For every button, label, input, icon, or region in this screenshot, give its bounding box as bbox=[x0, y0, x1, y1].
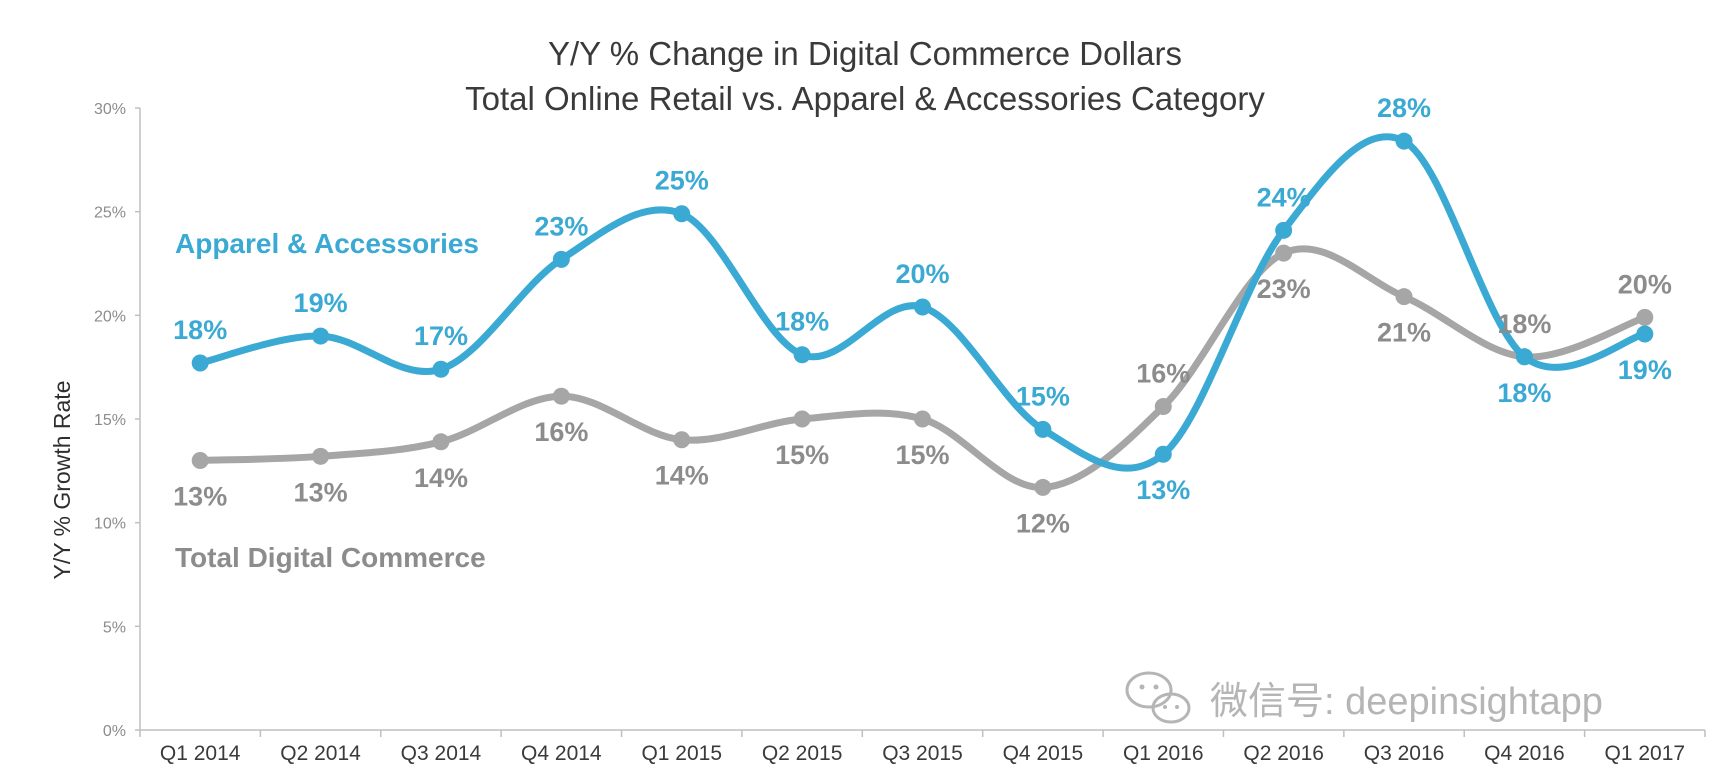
data-label: 18% bbox=[1497, 378, 1551, 408]
data-point bbox=[673, 205, 691, 223]
data-point bbox=[1515, 348, 1533, 366]
data-point bbox=[1636, 308, 1654, 326]
data-point bbox=[1034, 420, 1052, 438]
data-label: 25% bbox=[655, 166, 709, 196]
data-label: 14% bbox=[414, 463, 468, 493]
x-tick-label: Q4 2014 bbox=[521, 742, 602, 765]
data-label: 18% bbox=[173, 315, 227, 345]
data-label: 17% bbox=[414, 321, 468, 351]
data-point bbox=[312, 447, 330, 465]
data-label: 15% bbox=[775, 440, 829, 470]
data-label: 13% bbox=[294, 477, 348, 507]
data-label: 23% bbox=[534, 211, 588, 241]
data-point bbox=[1154, 398, 1172, 416]
y-tick-label: 30% bbox=[94, 101, 126, 118]
x-tick-label: Q4 2016 bbox=[1484, 742, 1565, 765]
y-tick-label: 20% bbox=[94, 308, 126, 325]
data-point bbox=[914, 298, 931, 316]
x-tick-label: Q1 2015 bbox=[641, 742, 722, 765]
data-label: 13% bbox=[173, 481, 227, 511]
y-tick-label: 15% bbox=[94, 412, 126, 429]
data-point bbox=[1395, 288, 1413, 306]
data-point bbox=[552, 250, 570, 268]
data-label: 18% bbox=[1497, 309, 1551, 339]
data-point bbox=[673, 431, 691, 449]
data-point bbox=[1636, 325, 1654, 343]
data-point bbox=[793, 346, 811, 364]
data-label: 16% bbox=[1136, 359, 1190, 389]
data-label: 21% bbox=[1377, 318, 1431, 348]
data-point bbox=[1275, 244, 1293, 262]
y-axis-label: Y/Y % Growth Rate bbox=[49, 381, 75, 580]
data-label: 15% bbox=[895, 440, 949, 470]
x-tick-label: Q2 2014 bbox=[280, 742, 361, 765]
watermark-text: 微信号: deepinsightapp bbox=[1210, 681, 1603, 723]
data-label: 18% bbox=[775, 307, 829, 337]
data-label: 16% bbox=[534, 417, 588, 447]
data-label: 13% bbox=[1136, 475, 1190, 505]
data-label: 23% bbox=[1257, 274, 1311, 304]
data-point bbox=[432, 433, 450, 451]
y-tick-label: 25% bbox=[94, 205, 126, 222]
y-tick-label: 5% bbox=[103, 619, 126, 636]
wechat-icon bbox=[1125, 671, 1191, 724]
data-point bbox=[1395, 132, 1413, 150]
x-tick-label: Q3 2014 bbox=[401, 742, 482, 765]
x-tick-label: Q1 2016 bbox=[1123, 742, 1204, 765]
data-label: 15% bbox=[1016, 381, 1070, 411]
data-label: 19% bbox=[294, 288, 348, 318]
data-label: 14% bbox=[655, 461, 709, 491]
data-point bbox=[191, 354, 209, 372]
x-tick-label: Q4 2015 bbox=[1003, 742, 1084, 765]
data-point bbox=[312, 327, 330, 345]
data-point bbox=[793, 410, 811, 428]
data-label: 19% bbox=[1618, 355, 1672, 385]
series-line-apparel bbox=[196, 133, 1649, 472]
data-label: 12% bbox=[1016, 508, 1070, 538]
chart-subtitle: Total Online Retail vs. Apparel & Access… bbox=[465, 80, 1265, 117]
y-tick-label: 0% bbox=[103, 723, 126, 740]
y-tick-label: 10% bbox=[94, 516, 126, 533]
data-point bbox=[1154, 445, 1172, 463]
data-label: 20% bbox=[895, 259, 949, 289]
data-label: 24% bbox=[1257, 182, 1311, 212]
x-tick-label: Q2 2015 bbox=[762, 742, 843, 765]
data-point bbox=[432, 360, 450, 378]
legend-apparel-accessories: Apparel & Accessories bbox=[175, 228, 479, 259]
data-label: 28% bbox=[1377, 93, 1431, 123]
x-tick-label: Q2 2016 bbox=[1243, 742, 1324, 765]
data-point bbox=[1034, 478, 1052, 496]
x-tick-label: Q3 2015 bbox=[882, 742, 963, 765]
legend-total-digital-commerce: Total Digital Commerce bbox=[175, 542, 486, 573]
data-point bbox=[552, 387, 570, 405]
data-label: 20% bbox=[1618, 269, 1672, 299]
chart-title: Y/Y % Change in Digital Commerce Dollars bbox=[548, 35, 1182, 72]
data-point bbox=[1275, 221, 1293, 239]
data-point bbox=[914, 410, 931, 428]
data-point bbox=[191, 451, 209, 469]
x-tick-label: Q1 2017 bbox=[1605, 742, 1686, 765]
x-tick-label: Q3 2016 bbox=[1364, 742, 1445, 765]
x-tick-label: Q1 2014 bbox=[160, 742, 241, 765]
